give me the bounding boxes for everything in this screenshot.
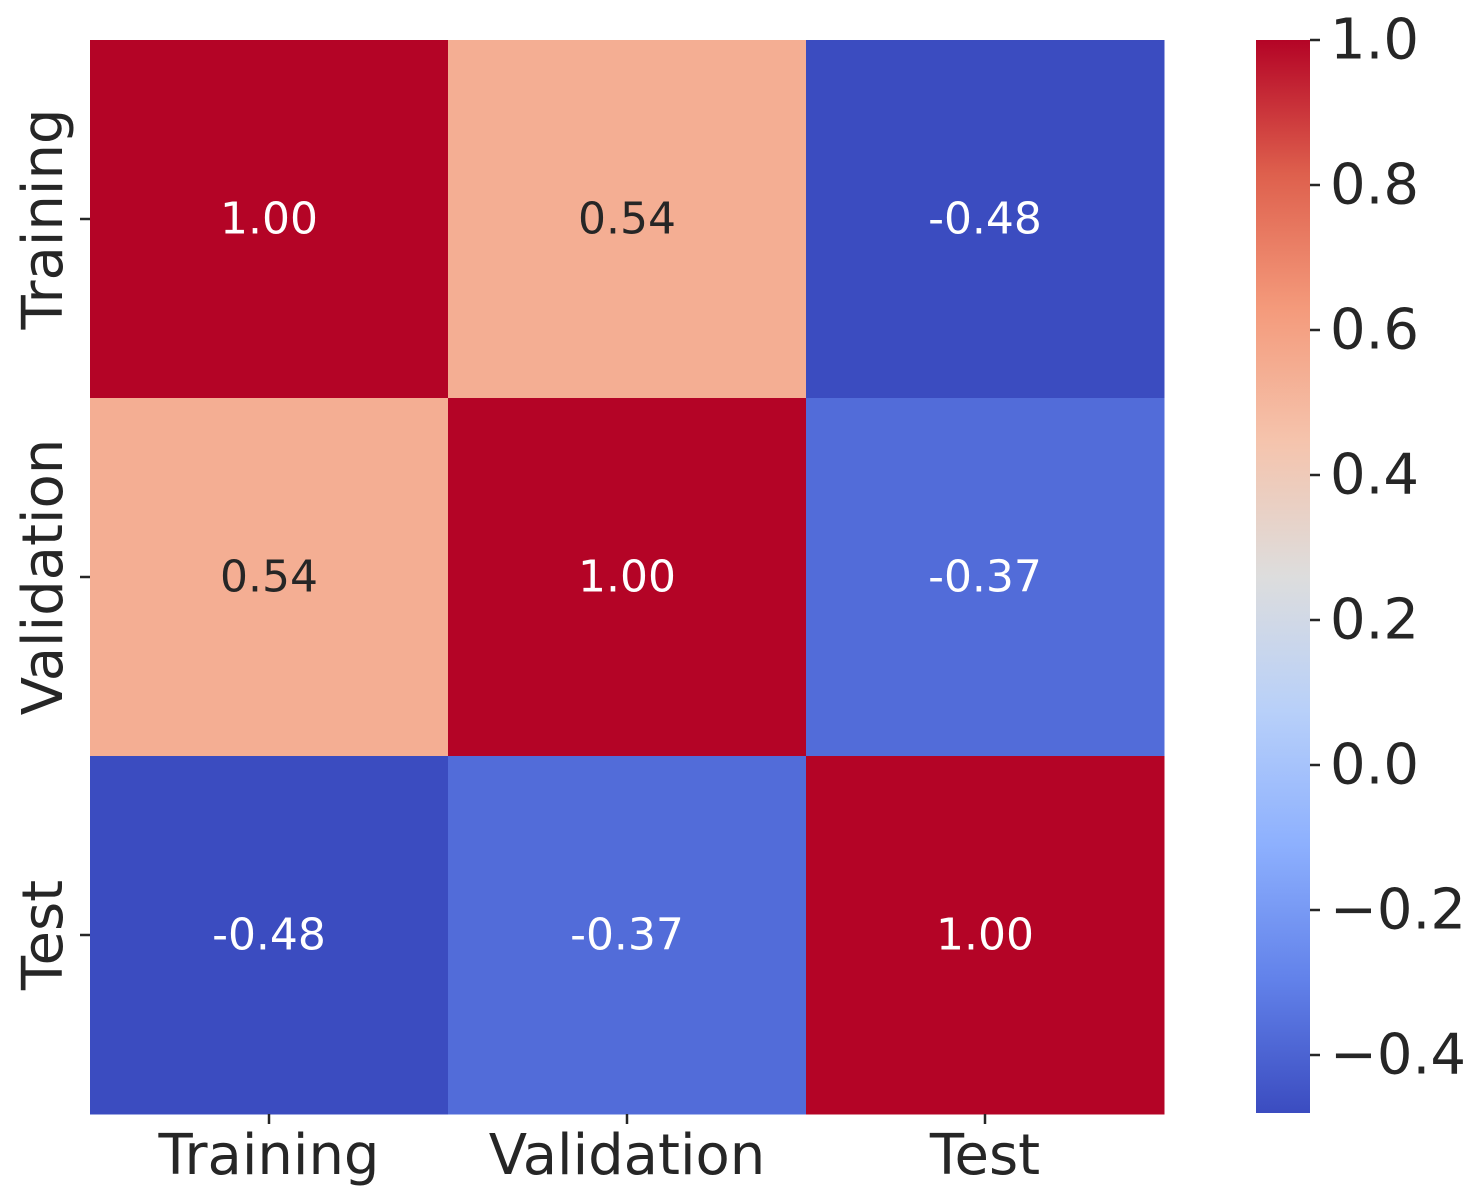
heatmap-cell-label: 1.00 xyxy=(936,910,1034,961)
colorbar-tick-label: 0.2 xyxy=(1330,588,1419,653)
heatmap-cell xyxy=(806,398,1165,757)
heatmap-cell-label: -0.48 xyxy=(928,194,1042,245)
heatmap-cell xyxy=(806,756,1165,1115)
colorbar-tick-label: 0.8 xyxy=(1330,153,1419,218)
colorbar-tick-label: 0.6 xyxy=(1330,298,1419,363)
colorbar-tick-label: −0.2 xyxy=(1330,878,1466,943)
colorbar-gradient xyxy=(1256,40,1310,1113)
x-axis-tick-label: Training xyxy=(158,1123,380,1188)
heatmap-cell xyxy=(448,398,807,757)
heatmap-cell-label: 1.00 xyxy=(578,552,676,603)
heatmap-cell-label: -0.37 xyxy=(570,910,684,961)
heatmap-cell-label: -0.48 xyxy=(212,910,326,961)
colorbar-tick-label: 0.4 xyxy=(1330,443,1419,508)
x-axis: Training Validation Test xyxy=(158,1114,1040,1188)
heatmap-cell xyxy=(90,756,449,1115)
x-axis-tick-label: Validation xyxy=(489,1123,766,1188)
colorbar-tick-label: 1.0 xyxy=(1330,8,1419,73)
heatmap-cells xyxy=(90,40,1165,1115)
colorbar-tick-label: 0.0 xyxy=(1330,733,1419,798)
heatmap-cell xyxy=(448,40,807,399)
colorbar-tick-label: −0.4 xyxy=(1330,1023,1466,1088)
y-axis-tick-label: Validation xyxy=(11,439,76,716)
heatmap-cell-label: -0.37 xyxy=(928,552,1042,603)
colorbar: 1.0 0.8 0.6 0.4 0.2 0.0 −0.2 −0.4 xyxy=(1256,8,1466,1113)
x-axis-tick-label: Test xyxy=(929,1123,1040,1188)
y-axis-tick-label: Test xyxy=(11,880,76,991)
heatmap-cell xyxy=(90,40,449,399)
y-axis: Training Validation Test xyxy=(11,109,90,991)
heatmap-cell-labels: 1.00 0.54 -0.48 0.54 1.00 -0.37 -0.48 -0.37 1.00 xyxy=(212,194,1042,961)
heatmap-cell-label: 0.54 xyxy=(220,552,318,603)
heatmap-cell-label: 1.00 xyxy=(220,194,318,245)
y-axis-tick-label: Training xyxy=(11,109,76,331)
heatmap-cell xyxy=(806,40,1165,399)
heatmap-cell-label: 0.54 xyxy=(578,194,676,245)
heatmap-cell xyxy=(448,756,807,1115)
heatmap-cell xyxy=(90,398,449,757)
